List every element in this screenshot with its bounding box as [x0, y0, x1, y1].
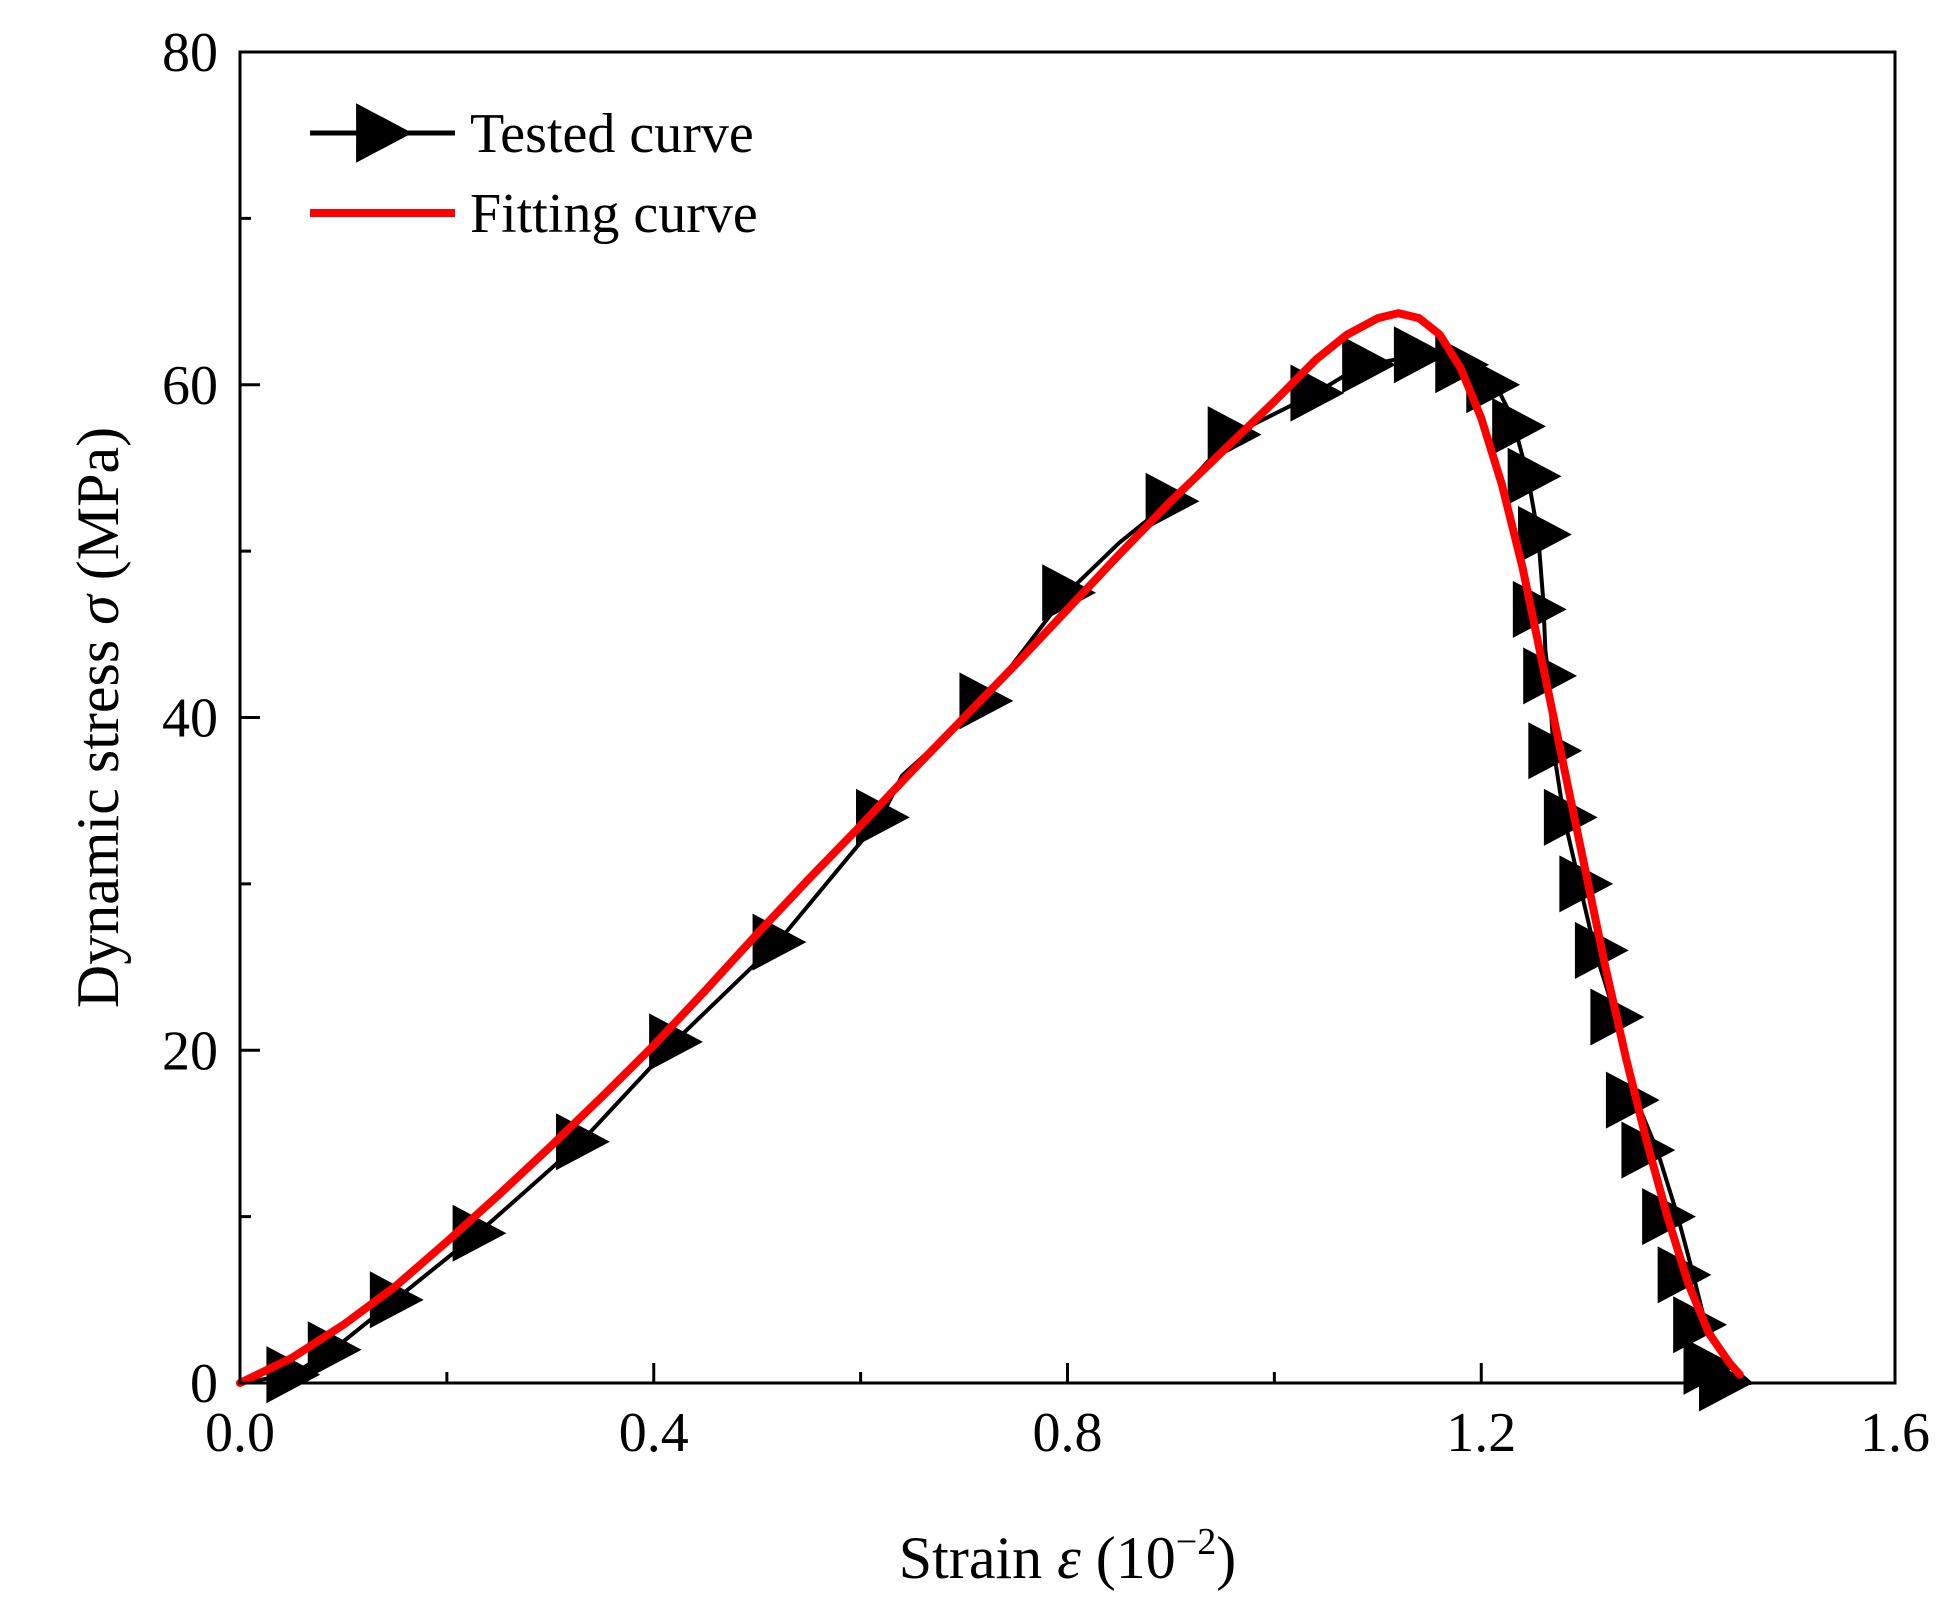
tested-curve-marker	[649, 1013, 703, 1071]
tested-curve-marker	[1393, 326, 1448, 384]
tested-curve-marker	[1673, 1296, 1727, 1354]
legend-label-tested: Tested curve	[470, 103, 754, 165]
y-tick-label: 40	[162, 688, 218, 750]
tested-curve-marker	[1466, 356, 1521, 414]
tested-curve-marker	[752, 913, 807, 971]
y-axis-title: Dynamic stress σ (MPa)	[65, 427, 131, 1008]
x-tick-label: 0.8	[1033, 1402, 1103, 1464]
tested-curve-marker	[856, 788, 910, 846]
y-tick-label: 20	[162, 1020, 218, 1082]
axis-tick-labels: 0.0 0.4 0.8 1.2 1.6 0 20 40 60 80	[162, 22, 1930, 1464]
y-tick-label: 60	[162, 355, 218, 417]
x-axis-title-prefix: Strain	[899, 1525, 1057, 1591]
x-axis-title-unit-open: (10	[1081, 1525, 1176, 1591]
axis-ticks	[238, 50, 1897, 1385]
tested-curve-marker	[959, 672, 1014, 730]
tested-curve-marker	[1507, 447, 1562, 505]
legend: Tested curve Fitting curve	[310, 103, 758, 245]
fitting-curve-line	[236, 309, 1744, 1387]
tested-curve-marker	[1290, 364, 1345, 422]
tested-curve-marker	[1492, 397, 1546, 455]
y-tick-label: 0	[190, 1353, 218, 1415]
legend-item-fitting: Fitting curve	[310, 183, 758, 245]
y-tick-label: 80	[162, 22, 218, 84]
x-axis-title: Strain ε (10−2)	[899, 1521, 1236, 1591]
x-axis-title-unit-close: )	[1216, 1525, 1236, 1591]
tested-curve-marker	[1342, 336, 1396, 394]
tested-curve-marker	[1042, 564, 1097, 622]
tested-curve-marker	[369, 1271, 424, 1329]
tested-curve-marker	[1528, 722, 1583, 780]
plot-frame	[238, 50, 1897, 1385]
y-axis-title-prefix: Dynamic stress	[65, 625, 131, 1008]
x-tick-label: 0.4	[619, 1402, 689, 1464]
tested-curve-marker	[1512, 580, 1567, 638]
legend-label-fitting: Fitting curve	[470, 183, 758, 245]
series-layer	[236, 309, 1753, 1412]
x-axis-title-exponent: −2	[1176, 1521, 1216, 1563]
tested-curve-marker	[1523, 647, 1578, 705]
y-axis-title-unit: (MPa)	[65, 427, 131, 595]
x-tick-label: 1.2	[1446, 1402, 1516, 1464]
x-axis-title-symbol: ε	[1057, 1525, 1081, 1591]
legend-marker-tested	[356, 103, 413, 163]
y-axis-title-symbol: σ	[65, 593, 131, 625]
tested-curve-marker	[1518, 505, 1572, 564]
x-tick-label: 1.6	[1860, 1402, 1930, 1464]
x-tick-label: 0.0	[205, 1402, 275, 1464]
legend-item-tested: Tested curve	[310, 103, 754, 165]
